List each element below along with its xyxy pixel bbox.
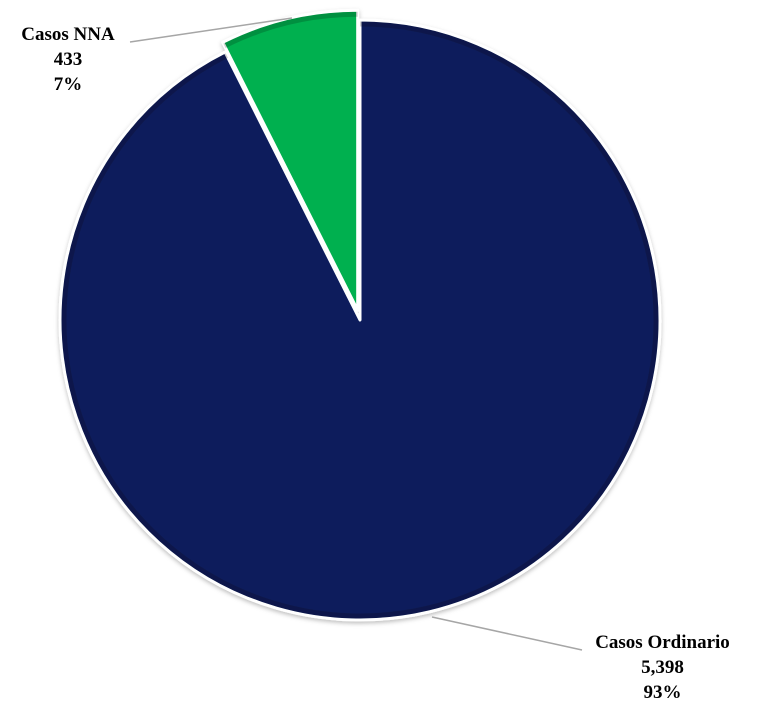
slice-percent: 93% [643,682,682,703]
slice-label-casos-nna: Casos NNA 433 7% [0,22,136,97]
slice-value: 5,398 [641,657,684,678]
leader-line-casos-ordinario [431,616,583,651]
slice-percent: 7% [53,74,83,95]
pie-slice-casos-ordinario [58,18,662,622]
pie-slice-edge [61,21,659,619]
pie-slice-edge [223,11,358,49]
slice-label-casos-ordinario: Casos Ordinario 5,398 93% [560,630,765,705]
slice-name: Casos NNA [21,24,115,45]
slice-name: Casos Ordinario [595,632,730,653]
leader-line-casos-nna [129,17,293,43]
slice-value: 433 [53,49,83,70]
